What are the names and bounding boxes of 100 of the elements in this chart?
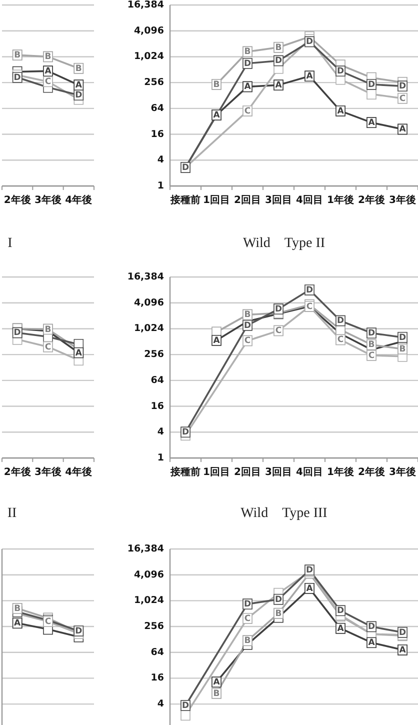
y-tick-label: 1 <box>157 180 164 192</box>
series-label: B <box>275 42 282 53</box>
text: D <box>336 316 344 326</box>
series-label: C <box>244 336 251 346</box>
x-tick-label: 1年後 <box>327 466 354 478</box>
y-tick-label: 64 <box>150 374 164 386</box>
series-label: B <box>44 324 52 335</box>
text: B <box>213 688 220 699</box>
y-tick-label: 64 <box>150 102 164 114</box>
text: D <box>398 628 406 638</box>
text: A <box>337 106 344 116</box>
series-label: C <box>244 614 251 624</box>
series-label: A <box>337 624 344 634</box>
x-tick-label: 3年後 <box>34 466 62 478</box>
y-tick-label: 1,024 <box>134 51 164 62</box>
text: A <box>368 638 375 648</box>
text: A <box>306 72 313 82</box>
x-tick-label: 2年後 <box>4 466 31 478</box>
y-tick-label: 4,096 <box>134 297 164 308</box>
series-label: C <box>44 617 52 628</box>
x-tick-label: 2年後 <box>358 194 385 206</box>
text: D <box>182 162 190 173</box>
series-label: C <box>244 106 251 116</box>
y-tick-label: 16,384 <box>127 272 164 282</box>
x-tick-label: 3年後 <box>389 466 416 478</box>
series-label: B <box>368 340 375 350</box>
x-tick-label: 3年後 <box>34 194 62 206</box>
text: B <box>75 64 82 74</box>
x-tick-label: 2回目 <box>234 467 261 478</box>
series-label: B <box>14 50 21 61</box>
x-tick-label: 3年後 <box>389 194 416 206</box>
y-tick-label: 4,096 <box>134 25 164 36</box>
text: C <box>306 302 313 312</box>
text: B <box>244 47 251 58</box>
y-tick-label: 4 <box>157 154 164 166</box>
text: A <box>399 124 406 135</box>
y-tick-label: 16,384 <box>127 0 164 10</box>
text: D <box>244 600 252 610</box>
text: D <box>368 80 376 90</box>
y-tick-label: 16 <box>150 400 164 412</box>
text: C <box>368 350 375 361</box>
x-tick-label: 1回目 <box>203 195 230 206</box>
text: A <box>244 82 251 92</box>
chart-title: Wild Type II <box>242 236 326 251</box>
y-tick-label: 256 <box>144 77 164 88</box>
series-label: A <box>75 348 82 358</box>
text: D <box>244 58 252 69</box>
x-tick-label: 4年後 <box>65 466 92 478</box>
series-label: C <box>44 77 52 88</box>
y-tick-label: 16 <box>150 128 164 140</box>
y-tick-label: 4,096 <box>134 569 164 580</box>
text: D <box>398 332 406 343</box>
text: D <box>336 606 344 616</box>
x-tick-label: 3回目 <box>265 467 292 478</box>
text: B <box>44 52 52 62</box>
text: B <box>399 344 406 355</box>
x-tick-label: 4年後 <box>65 194 92 206</box>
text: D <box>75 90 82 101</box>
y-tick-label: 4 <box>157 698 164 710</box>
text: D <box>306 37 314 48</box>
text: B <box>244 310 251 320</box>
y-tick-label: 1,024 <box>134 595 164 606</box>
text: A <box>399 645 406 656</box>
y-tick-label: 256 <box>144 349 164 360</box>
chart-title: Wild Type III <box>240 506 328 521</box>
text: D <box>398 82 406 92</box>
series-label: D <box>75 626 82 636</box>
text: A <box>306 584 313 594</box>
text: C <box>275 326 282 336</box>
y-tick-label: 64 <box>150 646 164 658</box>
text: D <box>274 304 282 315</box>
text: D <box>306 285 314 296</box>
y-tick-label: 256 <box>144 621 164 632</box>
text: C <box>399 94 406 104</box>
y-tick-label: 4 <box>157 426 164 438</box>
text: A <box>275 80 282 91</box>
x-tick-label: 4回目 <box>296 467 323 478</box>
y-tick-label: 16,384 <box>127 544 164 554</box>
chart-title: I <box>8 236 13 251</box>
series-label: C <box>44 342 52 352</box>
chart-title: II <box>7 506 17 521</box>
series-label: B <box>14 604 21 614</box>
text: C <box>337 335 344 346</box>
text: D <box>306 566 314 576</box>
text: B <box>213 80 220 90</box>
y-tick-label: 1 <box>157 452 164 464</box>
series-label: D <box>14 72 21 83</box>
series-label: D <box>274 594 282 605</box>
text: D <box>182 428 190 438</box>
series-label: A <box>213 336 220 346</box>
text: B <box>275 608 282 619</box>
x-tick-label: 1年後 <box>327 194 354 206</box>
x-tick-label: 2年後 <box>358 466 385 478</box>
text: D <box>244 320 252 331</box>
y-tick-label: 1,024 <box>134 323 164 334</box>
series-label: D <box>14 328 21 338</box>
y-tick-label: 16 <box>150 672 164 684</box>
series-label: D <box>368 328 376 339</box>
series-label: D <box>274 56 282 66</box>
series-label: A <box>44 66 52 77</box>
